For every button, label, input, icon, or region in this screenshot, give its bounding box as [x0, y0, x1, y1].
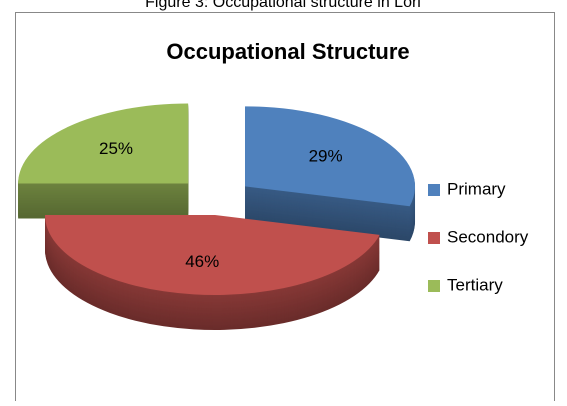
legend-label: Secondory	[447, 227, 529, 246]
data-label: 46%	[185, 252, 219, 271]
legend-label: Primary	[447, 179, 506, 198]
data-label: 25%	[99, 139, 133, 158]
data-label: 29%	[309, 146, 343, 165]
pie-slice	[45, 215, 380, 296]
pie-slice	[18, 103, 189, 184]
legend-label: Tertiary	[447, 275, 503, 294]
chart-frame	[15, 12, 555, 406]
legend-swatch	[428, 184, 440, 196]
legend-swatch	[428, 280, 440, 292]
chart-title: Occupational Structure	[166, 39, 409, 64]
figure-caption: Figure 3: Occupational structure in Lori	[145, 0, 421, 11]
legend-swatch	[428, 232, 440, 244]
pie-slice	[245, 106, 416, 207]
